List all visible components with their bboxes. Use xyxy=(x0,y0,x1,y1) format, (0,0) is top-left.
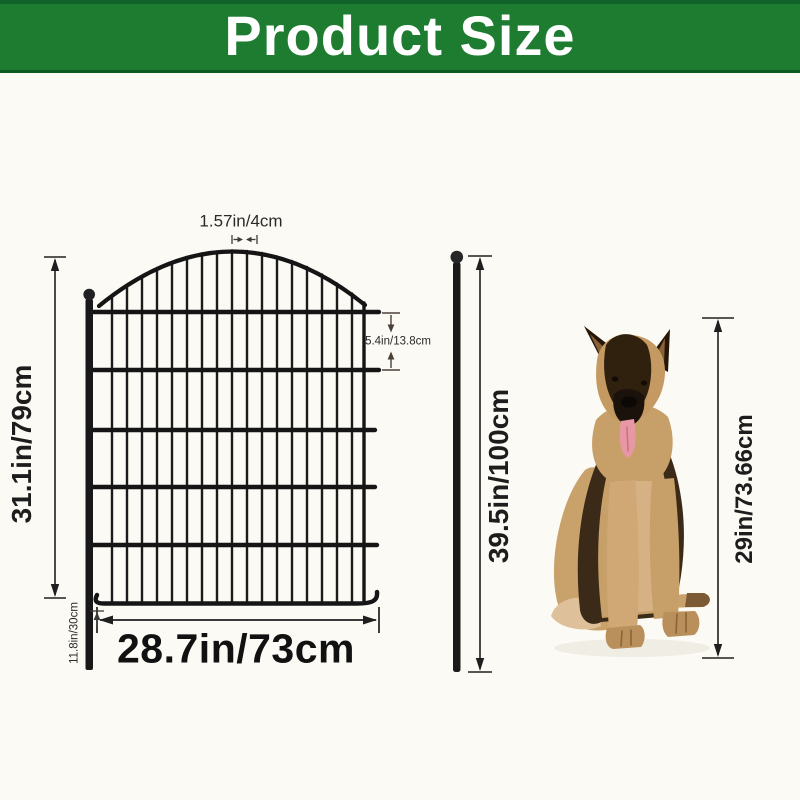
fence-left-post xyxy=(83,288,95,670)
dimension-rail-spacing xyxy=(382,312,400,371)
dimension-stake-height xyxy=(468,255,492,673)
dimension-panel-height xyxy=(44,256,66,599)
panel-height-label: 31.1in/79cm xyxy=(6,364,37,524)
dog-height-label: 29in/73.66cm xyxy=(731,414,758,564)
dimension-bar-spacing xyxy=(231,235,258,244)
rail-spacing-label: 5.4in/13.8cm xyxy=(365,335,431,348)
page-title: Product Size xyxy=(224,4,576,67)
panel-width-label: 28.7in/73cm xyxy=(117,625,355,672)
bar-spacing-label: 1.57in/4cm xyxy=(199,211,283,231)
stake-pole-graphic xyxy=(450,250,464,672)
header-banner: Product Size xyxy=(0,0,800,73)
stake-height-label: 39.5in/100cm xyxy=(483,388,514,564)
stake-depth-label: 11.8in/30cm xyxy=(68,602,81,664)
fence-panel-graphic xyxy=(83,249,382,670)
dimension-stake-depth xyxy=(90,610,104,627)
dimension-dog-height xyxy=(702,317,734,659)
dog-image xyxy=(551,326,710,657)
